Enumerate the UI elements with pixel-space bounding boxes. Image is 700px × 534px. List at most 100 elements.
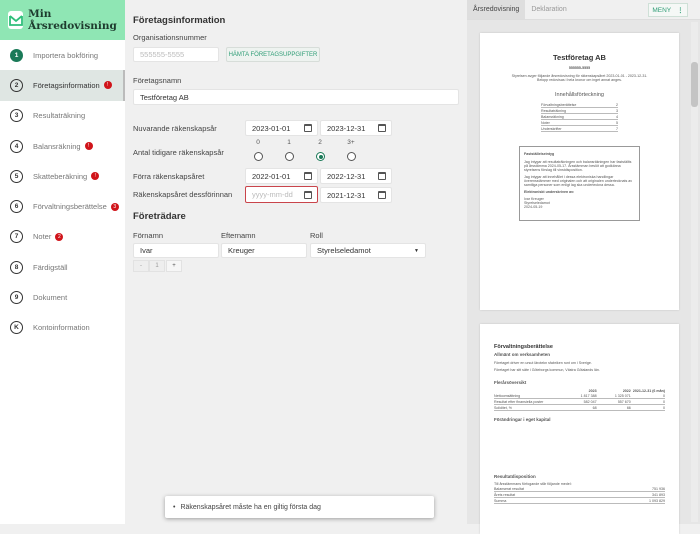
error-toast: • Räkenskapsåret måste ha en giltig först… xyxy=(165,496,434,518)
sidebar-item-1[interactable]: 1 Importera bokföring xyxy=(0,40,125,70)
calendar-icon xyxy=(378,124,386,132)
company-info-form: Företagsinformation Organisationsnummer … xyxy=(126,0,466,524)
sidebar-item-label: Importera bokföring xyxy=(33,50,99,60)
sidebar: Min Årsredovisning 1 Importera bokföring 2… xyxy=(0,0,125,524)
step-number: K xyxy=(10,321,23,335)
table-row: Balanserat resultat 751 936 xyxy=(494,486,665,492)
prev-year-label: Förra räkenskapsåret xyxy=(133,172,205,181)
org-number-input[interactable]: 555555-5555 xyxy=(133,47,219,62)
app-header: Min Årsredovisning xyxy=(0,0,125,40)
table-row: Summa 1 093 829 xyxy=(494,498,665,504)
current-year-label: Nuvarande räkenskapsår xyxy=(133,124,217,133)
preview-page-1: Testföretag AB 555555-5555 Styrelsen avg… xyxy=(480,33,679,310)
calendar-icon xyxy=(378,191,386,199)
step-number: 7 xyxy=(10,230,23,244)
prev-end-date[interactable]: 2022-12-31 xyxy=(320,168,392,184)
sidebar-item-label: Företagsinformation xyxy=(33,80,100,90)
radio-label: 2 xyxy=(318,139,322,146)
toc-entry: Förvaltningsberättelse 2 xyxy=(541,102,618,108)
preview-page-2: Förvaltningsberättelse Allmänt om verksa… xyxy=(480,324,679,534)
sidebar-item-label: Resultaträkning xyxy=(33,111,86,121)
step-number: 4 xyxy=(10,139,23,153)
radio-label: 3+ xyxy=(347,139,355,146)
sidebar-item-5[interactable]: 5 Skatteberäkning! xyxy=(0,161,125,191)
sidebar-item-2[interactable]: 2 Företagsinformation! xyxy=(0,70,125,101)
prev2-end-date[interactable]: 2021-12-31 xyxy=(320,187,392,203)
step-number: 1 xyxy=(10,48,23,62)
toc-entry: Resultaträkning 3 xyxy=(541,108,618,114)
representatives-title: Företrädare xyxy=(133,211,186,222)
last-name-input[interactable]: Kreuger xyxy=(221,243,307,258)
table-row: Årets resultat 341 893 xyxy=(494,492,665,498)
radio-label: 0 xyxy=(256,139,260,146)
sidebar-item-9[interactable]: 9 Dokument xyxy=(0,282,125,312)
calendar-icon xyxy=(304,124,312,132)
warning-badge: ! xyxy=(103,81,112,90)
radio-prev-count-1[interactable] xyxy=(285,152,294,161)
chevron-down-icon: ▼ xyxy=(414,247,419,254)
first-name-label: Förnamn xyxy=(133,231,164,240)
sidebar-item-8[interactable]: 8 Färdigställ xyxy=(0,252,125,282)
current-start-date[interactable]: 2023-01-01 xyxy=(245,120,318,136)
sidebar-item-label: Skatteberäkning xyxy=(33,171,88,181)
sidebar-item-label: Förvaltningsberättelse xyxy=(33,202,107,212)
add-representative-button[interactable]: + xyxy=(166,260,182,272)
sidebar-item-10[interactable]: K Kontoinformation xyxy=(0,313,125,343)
step-number: 9 xyxy=(10,291,23,305)
company-name-input[interactable]: Testföretag AB xyxy=(133,89,459,105)
menu-button[interactable]: MENY ⋮ xyxy=(648,3,688,17)
calendar-icon xyxy=(304,172,312,180)
table-row: Soliditet, % 68 66 0 xyxy=(494,405,666,411)
envelope-logo-icon xyxy=(8,11,24,29)
step-number: 8 xyxy=(10,260,23,274)
fetch-company-button[interactable]: HÄMTA FÖRETAGSUPPGIFTER xyxy=(226,47,320,62)
page-title: Företagsinformation xyxy=(133,15,226,26)
sidebar-item-label: Noter xyxy=(33,232,52,242)
current-end-date[interactable]: 2023-12-31 xyxy=(320,120,392,136)
org-number-label: Organisationsnummer xyxy=(133,33,207,42)
tab-deklaration[interactable]: Deklaration xyxy=(531,6,567,13)
prev2-start-date[interactable]: yyyy-mm-dd xyxy=(245,186,318,203)
sidebar-item-label: Färdigställ xyxy=(33,262,68,272)
toc-entry: Underskrifter 7 xyxy=(541,126,618,132)
last-name-label: Efternamn xyxy=(221,231,256,240)
prev-start-date[interactable]: 2022-01-01 xyxy=(245,168,318,184)
step-number: 3 xyxy=(10,109,23,123)
sidebar-item-7[interactable]: 7 Noter 2 xyxy=(0,222,125,252)
prev-count-label: Antal tidigare räkenskapsår xyxy=(133,148,224,157)
toc-entry: Noter 5 xyxy=(541,120,618,126)
preview-scrollbar[interactable] xyxy=(691,22,698,522)
company-name-label: Företagsnamn xyxy=(133,76,182,85)
radio-label: 1 xyxy=(287,139,291,146)
radio-prev-count-2[interactable] xyxy=(316,152,325,161)
step-number: 5 xyxy=(10,169,23,183)
app-title: Min Årsredovisning xyxy=(28,8,117,32)
warning-badge: ! xyxy=(91,172,100,181)
first-name-input[interactable]: Ivar xyxy=(133,243,219,258)
calendar-icon xyxy=(304,190,312,199)
radio-prev-count-3[interactable] xyxy=(347,152,356,161)
more-vertical-icon: ⋮ xyxy=(677,7,684,14)
table-row: Nettoomsättning 1 817 388 1 325 071 0 xyxy=(494,393,666,399)
tab-arsredovisning[interactable]: Årsredovisning xyxy=(467,0,526,19)
toc-entry: Balansräkning 4 xyxy=(541,114,618,120)
remove-representative-button[interactable]: - xyxy=(133,260,149,272)
warning-badge: 2 xyxy=(55,232,64,241)
role-select[interactable]: Styrelseledamot ▼ xyxy=(310,243,426,258)
prev2-year-label: Räkenskapsåret dessförinnan xyxy=(133,190,233,199)
sidebar-item-label: Kontoinformation xyxy=(33,323,90,333)
warning-badge: 3 xyxy=(110,202,119,211)
sidebar-item-4[interactable]: 4 Balansräkning! xyxy=(0,131,125,161)
sidebar-item-6[interactable]: 6 Förvaltningsberättelse 3 xyxy=(0,191,125,221)
sidebar-item-label: Dokument xyxy=(33,293,68,303)
preview-panel: Årsredovisning Deklaration MENY ⋮ Testför… xyxy=(467,0,700,534)
calendar-icon xyxy=(378,172,386,180)
step-number: 6 xyxy=(10,200,23,214)
representative-count: 1 xyxy=(149,260,165,272)
warning-badge: ! xyxy=(84,142,93,151)
sidebar-item-3[interactable]: 3 Resultaträkning xyxy=(0,101,125,131)
step-number: 2 xyxy=(10,78,23,92)
radio-prev-count-0[interactable] xyxy=(254,152,263,161)
sidebar-item-label: Balansräkning xyxy=(33,141,81,151)
role-label: Roll xyxy=(310,231,323,240)
